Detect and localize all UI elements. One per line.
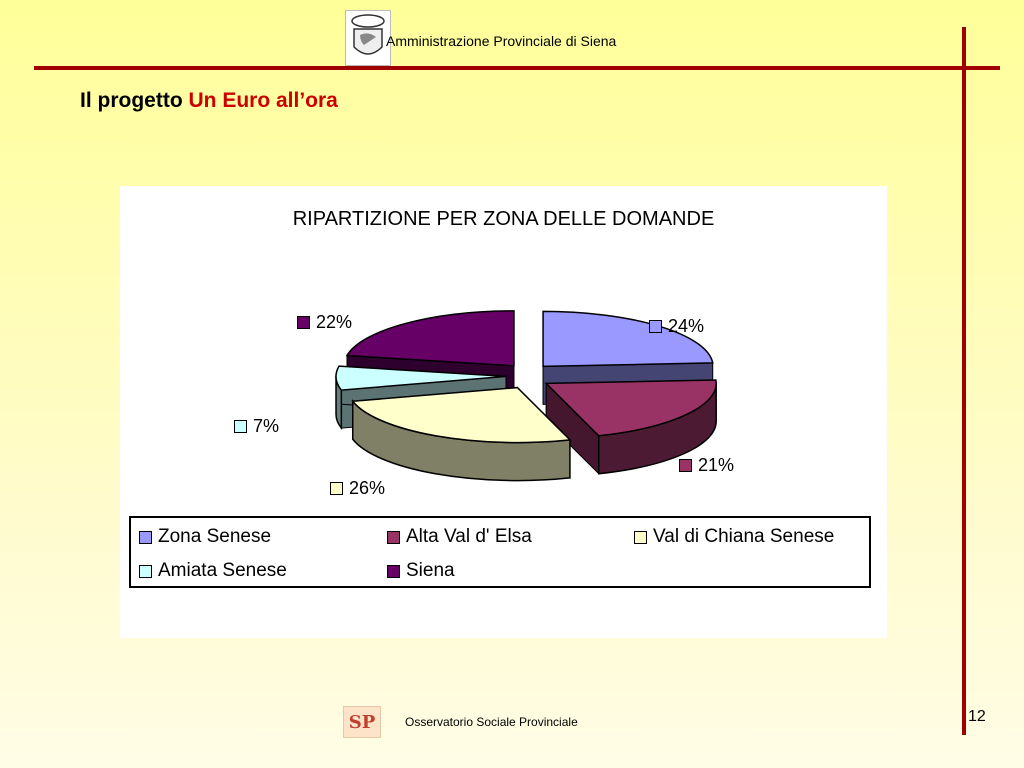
pie-chart — [335, 310, 717, 482]
header-org-name: Amministrazione Provinciale di Siena — [386, 33, 617, 49]
slide-title-main: Il progetto — [80, 89, 189, 112]
slice-label-text: 7% — [253, 416, 280, 436]
slice-label-swatch — [649, 320, 662, 333]
slice-label-amiata-senese: 7% — [234, 416, 279, 437]
legend-swatch — [634, 530, 647, 544]
slice-label-zona-senese: 24% — [649, 316, 704, 337]
slice-label-val-di-chiana: 26% — [330, 478, 385, 499]
legend-swatch — [139, 530, 152, 544]
chart-legend: Zona Senese Alta Val d' Elsa Val di Chia… — [129, 516, 871, 588]
slice-label-text: 24% — [668, 316, 705, 336]
slice-label-text: 21% — [698, 455, 735, 475]
legend-item-val-di-chiana: Val di Chiana Senese — [634, 526, 834, 548]
legend-swatch — [387, 530, 400, 544]
slice-label-swatch — [330, 482, 343, 495]
slide-title-accent: Un Euro all’ora — [188, 89, 338, 112]
legend-label: Amiata Senese — [158, 560, 287, 581]
legend-item-amiata-senese: Amiata Senese — [139, 560, 287, 582]
legend-label: Zona Senese — [158, 526, 272, 547]
slice-label-siena: 22% — [297, 312, 352, 333]
footer-text: Osservatorio Sociale Provinciale — [405, 715, 578, 729]
vertical-rule — [962, 27, 966, 735]
legend-swatch — [139, 564, 152, 578]
horizontal-rule — [34, 66, 1000, 70]
slice-label-swatch — [297, 316, 310, 329]
osp-logo: SP — [343, 706, 381, 738]
pie-slice-val-di-chiana-senese — [351, 386, 572, 482]
slice-label-text: 22% — [316, 312, 353, 332]
legend-swatch — [387, 564, 400, 578]
slice-label-swatch — [679, 459, 692, 472]
legend-label: Siena — [406, 560, 455, 581]
slide-title: Il progetto Un Euro all’ora — [80, 89, 338, 113]
legend-label: Alta Val d' Elsa — [406, 526, 532, 547]
province-logo — [345, 10, 391, 66]
chart-title: RIPARTIZIONE PER ZONA DELLE DOMANDE — [292, 208, 715, 230]
legend-label: Val di Chiana Senese — [653, 526, 835, 547]
pie-slice-alta-val-d-elsa — [544, 379, 717, 475]
legend-item-zona-senese: Zona Senese — [139, 526, 271, 548]
slice-label-text: 26% — [349, 478, 386, 498]
slice-label-swatch — [234, 420, 247, 433]
legend-item-siena: Siena — [387, 560, 455, 582]
legend-item-alta-val-delsa: Alta Val d' Elsa — [387, 526, 532, 548]
page-number: 12 — [968, 708, 986, 725]
slice-label-alta-val-delsa: 21% — [679, 455, 734, 476]
